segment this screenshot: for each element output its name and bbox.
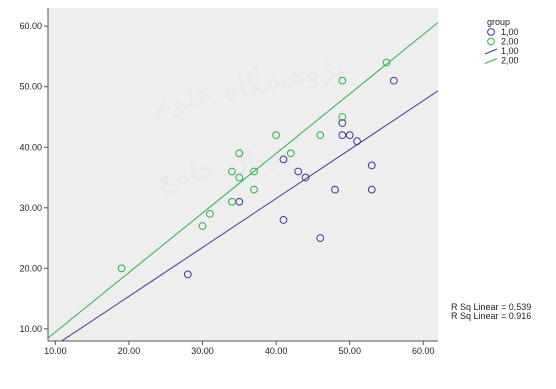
y-tick-label: 30.00 xyxy=(19,203,42,213)
data-point-series-1 xyxy=(367,161,376,170)
legend-line-symbol xyxy=(484,58,498,64)
r-squared-label: R Sq Linear = 0.539 xyxy=(451,302,531,312)
data-point-series-2 xyxy=(228,167,236,176)
data-point-series-1 xyxy=(316,234,325,242)
fit-lines xyxy=(48,22,438,341)
x-tick-label: 20.00 xyxy=(118,346,141,356)
legend: group 1,002,001,002,00 xyxy=(484,17,519,66)
data-point-series-1 xyxy=(345,131,354,140)
data-point-series-1 xyxy=(183,270,192,279)
data-point-series-1 xyxy=(338,119,347,127)
x-tick-label: 10.00 xyxy=(44,346,67,356)
fit-line-series-2 xyxy=(48,22,438,339)
data-point-series-2 xyxy=(198,222,207,230)
data-point-series-2 xyxy=(250,185,258,194)
data-points xyxy=(117,58,398,279)
legend-entry-label: 1,00 xyxy=(501,46,519,56)
x-tick-label: 40.00 xyxy=(265,346,288,356)
data-point-series-1 xyxy=(235,197,244,206)
data-point-series-2 xyxy=(228,197,236,206)
legend-marker-symbol xyxy=(487,37,495,46)
data-point-series-2 xyxy=(250,167,258,176)
axes: 10.00 20.00 30.00 40.00 50.00 60.00 10.00 20.00… xyxy=(19,8,438,356)
y-tick-label: 20.00 xyxy=(19,263,42,273)
legend-entry-label: 1,00 xyxy=(501,27,519,37)
legend-line-symbol xyxy=(484,48,498,55)
data-point-series-2 xyxy=(235,149,244,158)
data-point-series-2 xyxy=(205,209,214,218)
x-tick-label: 60.00 xyxy=(412,346,435,356)
fit-line-series-1 xyxy=(60,90,438,341)
data-point-series-2 xyxy=(338,76,347,85)
data-point-series-2 xyxy=(286,149,295,158)
y-tick-label: 60.00 xyxy=(19,21,42,31)
data-point-series-2 xyxy=(272,131,281,140)
legend-entry-label: 2,00 xyxy=(501,37,519,47)
legend-marker-symbol xyxy=(487,28,495,36)
r-squared-label: R Sq Linear = 0.916 xyxy=(451,311,531,321)
data-point-series-1 xyxy=(279,155,288,164)
y-tick-label: 40.00 xyxy=(19,142,42,152)
data-point-series-1 xyxy=(367,185,376,194)
data-point-series-2 xyxy=(235,173,244,182)
data-point-series-1 xyxy=(301,173,310,182)
data-point-series-1 xyxy=(353,137,361,146)
data-point-series-2 xyxy=(117,264,126,273)
data-point-series-2 xyxy=(382,58,391,67)
data-point-series-1 xyxy=(279,216,288,224)
data-point-series-2 xyxy=(316,131,325,140)
y-tick-label: 50.00 xyxy=(19,82,42,92)
data-point-series-2 xyxy=(338,113,347,121)
x-tick-label: 30.00 xyxy=(191,346,214,356)
data-point-series-1 xyxy=(294,167,303,176)
y-tick-label: 10.00 xyxy=(19,324,42,334)
x-tick-label: 50.00 xyxy=(338,346,361,356)
data-point-series-1 xyxy=(389,76,398,85)
legend-title: group xyxy=(487,17,510,27)
legend-entry-label: 2,00 xyxy=(501,56,519,66)
data-point-series-1 xyxy=(338,131,347,140)
data-point-series-1 xyxy=(331,185,339,194)
